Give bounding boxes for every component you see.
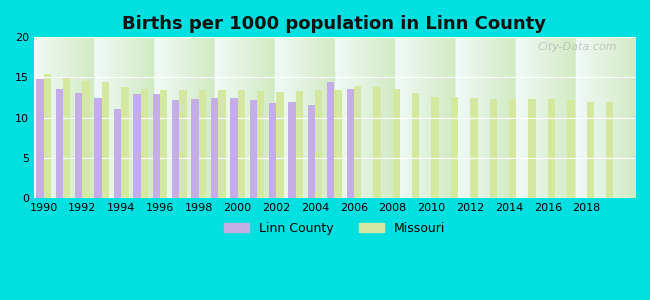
Bar bbox=[191, 99, 199, 198]
Bar bbox=[44, 74, 51, 198]
Bar bbox=[250, 100, 257, 198]
Bar bbox=[335, 89, 342, 198]
Bar bbox=[567, 100, 575, 198]
Legend: Linn County, Missouri: Linn County, Missouri bbox=[219, 217, 450, 240]
Bar bbox=[393, 89, 400, 198]
Bar bbox=[412, 93, 419, 198]
Bar bbox=[114, 109, 122, 198]
Bar bbox=[218, 89, 226, 198]
Bar bbox=[160, 89, 167, 198]
Bar bbox=[373, 87, 381, 198]
Bar bbox=[230, 98, 237, 198]
Bar bbox=[153, 94, 160, 198]
Bar bbox=[56, 89, 63, 198]
Bar bbox=[257, 91, 265, 198]
Bar bbox=[122, 87, 129, 198]
Bar bbox=[75, 93, 83, 198]
Bar bbox=[102, 82, 109, 198]
Bar bbox=[307, 105, 315, 198]
Title: Births per 1000 population in Linn County: Births per 1000 population in Linn Count… bbox=[122, 15, 547, 33]
Bar bbox=[269, 103, 276, 198]
Bar bbox=[528, 99, 536, 198]
Bar bbox=[237, 89, 245, 198]
Bar bbox=[315, 90, 322, 198]
Bar bbox=[140, 89, 148, 198]
Bar bbox=[451, 97, 458, 198]
Bar bbox=[179, 89, 187, 198]
Text: City-Data.com: City-Data.com bbox=[538, 42, 617, 52]
Bar bbox=[83, 81, 90, 198]
Bar bbox=[606, 102, 614, 198]
Bar bbox=[586, 102, 594, 198]
Bar bbox=[470, 98, 478, 198]
Bar bbox=[489, 99, 497, 198]
Bar bbox=[63, 77, 70, 198]
Bar bbox=[36, 79, 44, 198]
Bar bbox=[346, 89, 354, 198]
Bar bbox=[509, 99, 516, 198]
Bar bbox=[172, 100, 179, 198]
Bar bbox=[94, 98, 102, 198]
Bar bbox=[432, 97, 439, 198]
Bar bbox=[199, 89, 206, 198]
Bar bbox=[327, 82, 335, 198]
Bar bbox=[276, 92, 283, 198]
Bar bbox=[296, 91, 303, 198]
Bar bbox=[211, 98, 218, 198]
Bar bbox=[133, 94, 140, 198]
Bar bbox=[289, 102, 296, 198]
Bar bbox=[548, 99, 555, 198]
Bar bbox=[354, 85, 361, 198]
